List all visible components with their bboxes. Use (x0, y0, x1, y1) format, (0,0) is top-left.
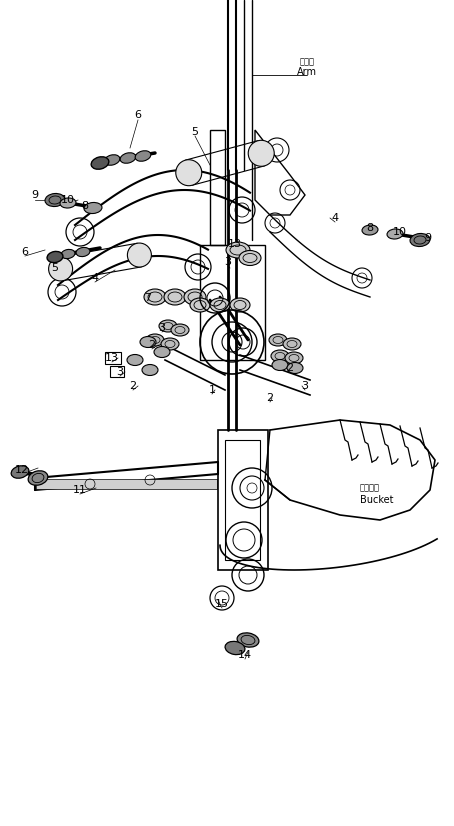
Text: 8: 8 (366, 223, 374, 233)
Bar (105, 352, 121, 364)
Text: 3: 3 (158, 323, 166, 333)
Text: 13: 13 (228, 239, 242, 249)
Text: 3: 3 (301, 381, 309, 391)
Ellipse shape (176, 159, 202, 186)
Text: Arm: Arm (297, 67, 317, 77)
Ellipse shape (164, 289, 186, 305)
Ellipse shape (248, 140, 274, 166)
Text: アーム: アーム (300, 58, 315, 67)
Ellipse shape (47, 251, 63, 263)
Text: 11: 11 (73, 485, 87, 495)
Text: 14: 14 (238, 650, 252, 660)
Text: Bucket: Bucket (360, 495, 394, 505)
Ellipse shape (76, 248, 90, 257)
Ellipse shape (146, 334, 164, 346)
Ellipse shape (120, 153, 136, 164)
Text: 5: 5 (51, 263, 59, 273)
Ellipse shape (104, 154, 120, 165)
Text: 3: 3 (117, 367, 123, 377)
Text: 6: 6 (21, 247, 29, 257)
Ellipse shape (226, 242, 250, 258)
Bar (36, 479, 217, 489)
Ellipse shape (11, 466, 29, 478)
Ellipse shape (230, 298, 250, 312)
Ellipse shape (237, 633, 259, 647)
Text: バケット: バケット (360, 483, 380, 492)
Text: 7: 7 (144, 293, 152, 303)
Text: 10: 10 (61, 195, 75, 205)
Text: 2: 2 (286, 363, 294, 373)
Text: 4: 4 (91, 273, 99, 283)
Text: 13: 13 (105, 353, 119, 363)
Ellipse shape (45, 193, 65, 206)
Ellipse shape (387, 229, 403, 239)
Text: 10: 10 (393, 227, 407, 237)
Text: 1: 1 (208, 385, 216, 395)
Ellipse shape (61, 249, 75, 259)
Bar (225, 440, 260, 560)
Ellipse shape (239, 250, 261, 265)
Ellipse shape (28, 471, 48, 485)
Bar (110, 366, 124, 377)
Ellipse shape (84, 202, 102, 214)
Ellipse shape (210, 298, 230, 312)
Ellipse shape (272, 359, 288, 371)
Text: 9: 9 (31, 190, 39, 200)
Ellipse shape (283, 338, 301, 350)
Text: 6: 6 (134, 110, 142, 120)
Ellipse shape (144, 289, 166, 305)
Ellipse shape (159, 320, 177, 332)
Text: 5: 5 (192, 127, 198, 137)
Text: 4: 4 (331, 213, 339, 223)
Ellipse shape (142, 364, 158, 376)
Ellipse shape (128, 243, 151, 267)
Ellipse shape (127, 354, 143, 365)
Ellipse shape (60, 198, 76, 208)
Text: 8: 8 (81, 201, 89, 211)
Ellipse shape (269, 334, 287, 346)
Ellipse shape (184, 289, 206, 305)
Ellipse shape (171, 324, 189, 336)
Ellipse shape (49, 257, 73, 281)
Text: 15: 15 (215, 599, 229, 609)
Ellipse shape (285, 352, 303, 364)
Ellipse shape (190, 298, 210, 312)
Text: 2: 2 (129, 381, 137, 391)
Text: 9: 9 (424, 233, 432, 243)
Text: 12: 12 (15, 465, 29, 475)
Ellipse shape (135, 151, 151, 161)
Ellipse shape (362, 225, 378, 235)
Ellipse shape (154, 346, 170, 358)
Ellipse shape (225, 641, 245, 655)
Ellipse shape (287, 363, 303, 373)
Ellipse shape (91, 157, 109, 169)
Ellipse shape (271, 350, 289, 362)
Text: 2: 2 (148, 340, 156, 350)
Ellipse shape (410, 234, 430, 246)
Text: 3: 3 (224, 257, 232, 267)
Ellipse shape (140, 336, 156, 348)
Text: 2: 2 (266, 393, 274, 403)
Ellipse shape (161, 338, 179, 350)
